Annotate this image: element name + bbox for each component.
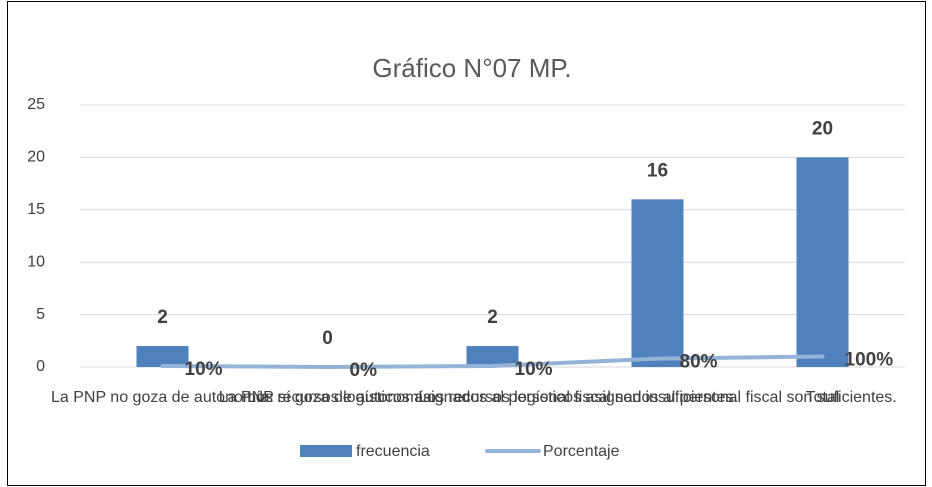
bar <box>466 346 519 367</box>
data-label: 0% <box>350 360 378 381</box>
x-tick-label: Los recursos logísticos asignados al per… <box>418 389 896 406</box>
y-tick-label: 15 <box>27 201 45 218</box>
y-tick-label: 5 <box>36 306 45 323</box>
bar <box>631 199 684 367</box>
data-label: 2 <box>487 307 498 328</box>
legend-label: frecuencia <box>356 443 430 460</box>
data-label: 20 <box>812 118 833 139</box>
chart-border <box>7 1 926 486</box>
data-label: 2 <box>157 307 168 328</box>
data-label: 10% <box>185 359 223 380</box>
legend-swatch <box>300 445 352 457</box>
data-label: 16 <box>647 160 668 181</box>
y-tick-label: 25 <box>27 96 45 113</box>
line <box>160 354 825 370</box>
bar <box>136 346 189 367</box>
y-tick-label: 20 <box>27 149 45 166</box>
x-tick-label: La PNP no goza de autonomía. <box>51 389 274 406</box>
x-tick-label: Los recursos logísticos asignados al per… <box>247 389 738 406</box>
y-tick-label: 10 <box>27 253 45 270</box>
y-tick-label: 0 <box>36 358 45 375</box>
legend-label: Porcentaje <box>543 443 620 460</box>
data-label: 10% <box>515 359 553 380</box>
data-label: 80% <box>680 352 718 373</box>
data-label: 0 <box>322 328 333 349</box>
x-tick-label: La PNP sí goza de autonomía. <box>219 389 437 406</box>
data-label: 100% <box>845 350 894 371</box>
bar <box>796 157 849 367</box>
x-tick-label: Total <box>806 389 840 406</box>
chart-title: Gráfico N°07 MP. <box>372 53 571 83</box>
